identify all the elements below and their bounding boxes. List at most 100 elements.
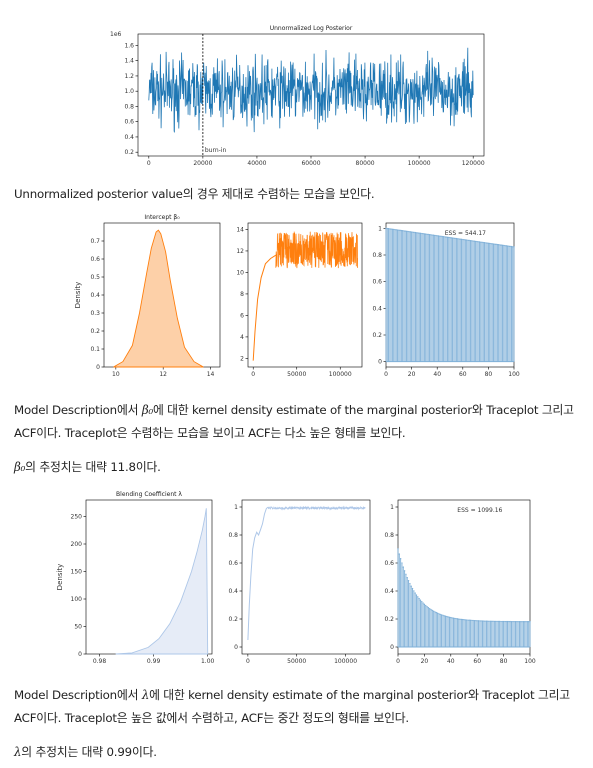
y-axis-label: Density <box>74 282 82 309</box>
lambda-acf-chart: 0 20 40 60 80 100 0 0.2 0.4 0.6 0.8 1 ESS = 1099.16 <box>384 499 536 665</box>
acf-point <box>513 620 515 623</box>
y-tick-label: 0.6 <box>384 560 394 567</box>
paragraph-3-text: 의 추정치는 대략 11.8이다. <box>25 460 161 474</box>
y-tick-label: 0 <box>234 644 238 651</box>
beta0-acf-chart: 0 20 40 60 80 100 0 0.2 0.4 0.6 0.8 1 ESS = 544.17 <box>372 222 520 378</box>
x-tick-label: 0 <box>246 658 250 665</box>
x-tick-label: 0.98 <box>93 658 107 665</box>
acf-point <box>463 619 465 621</box>
acf-point <box>469 239 472 242</box>
paragraph-4-post: 에 대한 kernel density estimate of the marg… <box>14 688 570 725</box>
acf-point <box>419 232 422 235</box>
acf-point <box>462 238 464 241</box>
y-tick-label: 0.8 <box>124 103 134 110</box>
acf-point <box>510 245 513 248</box>
acf-point <box>465 239 468 241</box>
acf-point <box>497 620 500 623</box>
lambda-acf-figure: 0 20 40 60 80 100 0 0.2 0.4 0.6 0.8 1 ESS = 1099.16 <box>376 488 536 670</box>
log-posterior-chart: 0 20000 40000 60000 80000 100000 120000 0.2 0.4 0… <box>110 25 485 167</box>
acf-point <box>389 228 391 230</box>
beta0-trace-figure: 0 50000 100000 2 4 6 8 10 12 14 <box>230 213 368 383</box>
acf-point <box>449 236 451 239</box>
acf-point <box>396 229 399 231</box>
acf-point <box>489 620 492 623</box>
acf-point <box>439 235 441 237</box>
acf-point <box>473 240 476 242</box>
acf-point <box>386 227 388 230</box>
plot-frame <box>241 499 371 655</box>
acf-point <box>460 618 463 621</box>
acf-point <box>413 231 415 234</box>
acf-point <box>500 620 502 623</box>
acf-point <box>427 607 430 609</box>
density-area <box>113 229 204 368</box>
acf-point <box>448 616 451 619</box>
x-tick-label: 0 <box>147 160 151 167</box>
x-tick-label: 60 <box>459 371 467 378</box>
y-tick-label: 0.2 <box>124 149 134 156</box>
acf-point <box>438 613 440 615</box>
y-tick-label: 1.6 <box>124 42 134 49</box>
acf-point <box>418 232 420 234</box>
y-tick-label: 8 <box>240 291 244 298</box>
x-tick-label: 100 <box>524 658 536 665</box>
y-tick-label: 4 <box>240 334 244 341</box>
lambda-trace-figure: 0 50000 100000 0 0.2 0.4 0.6 0.8 1 <box>218 488 374 670</box>
y-tick-label: 0.2 <box>90 328 100 335</box>
acf-point <box>488 620 490 622</box>
acf-point <box>442 236 445 238</box>
acf-point <box>454 617 456 620</box>
acf-point <box>401 562 403 564</box>
acf-point <box>401 230 404 232</box>
y-tick-label: 0.4 <box>384 588 394 595</box>
acf-point <box>484 620 486 622</box>
x-tick-label: 60 <box>473 658 481 665</box>
acf-point <box>430 234 432 236</box>
acf-point <box>395 229 397 231</box>
beta0-density-chart: 10 12 14 0 0.1 0.2 0.3 0.4 0.5 0.6 0.7 Intercept β₀… <box>74 214 221 378</box>
x-tick-label: 40000 <box>247 160 266 167</box>
x-tick-label: 0 <box>384 371 388 378</box>
acf-point <box>440 235 442 238</box>
acf-point <box>492 243 495 245</box>
paragraph-1-text: Unnormalized posterior value의 경우 제대로 수렴하… <box>14 187 375 201</box>
y-tick-label: 0.6 <box>90 256 100 263</box>
burn-in-curve <box>252 254 277 361</box>
acf-point <box>490 242 492 245</box>
acf-point <box>481 620 484 622</box>
x-tick-label: 100 <box>508 371 520 378</box>
acf-point <box>464 619 467 621</box>
acf-point <box>434 611 436 613</box>
acf-point <box>419 599 422 601</box>
acf-point <box>504 244 506 247</box>
plot-frame <box>247 222 363 368</box>
acf-point <box>454 237 456 240</box>
y-tick-label: 12 <box>236 248 244 255</box>
x-tick-label: 50000 <box>287 371 306 378</box>
y-tick-label: 1.0 <box>124 88 134 95</box>
y-tick-label: 10 <box>236 269 244 276</box>
acf-point <box>399 557 402 560</box>
acf-point <box>477 241 479 243</box>
y-tick-label: 150 <box>71 569 83 576</box>
acf-point <box>482 241 484 244</box>
acf-point <box>433 234 436 237</box>
acf-point <box>446 615 448 618</box>
acf-point <box>431 609 434 612</box>
acf-point <box>421 232 423 235</box>
lambda-trace-chart: 0 50000 100000 0 0.2 0.4 0.6 0.8 1 <box>228 499 371 665</box>
acf-point <box>479 620 481 622</box>
y-tick-label: 0.6 <box>124 119 134 126</box>
y-tick-label: 0.2 <box>384 616 394 623</box>
ess-annotation: ESS = 1099.16 <box>457 507 502 514</box>
x-tick-label: 20000 <box>193 160 212 167</box>
acf-point <box>497 244 500 246</box>
paragraph-4-symbol: λ <box>141 688 150 702</box>
acf-point <box>455 237 458 240</box>
paragraph-2-pre: Model Description에서 <box>14 403 142 417</box>
acf-point <box>407 230 409 233</box>
acf-point <box>509 245 511 248</box>
paragraph-1: Unnormalized posterior value의 경우 제대로 수렴하… <box>14 183 579 206</box>
acf-point <box>390 228 392 230</box>
acf-point <box>405 573 407 576</box>
